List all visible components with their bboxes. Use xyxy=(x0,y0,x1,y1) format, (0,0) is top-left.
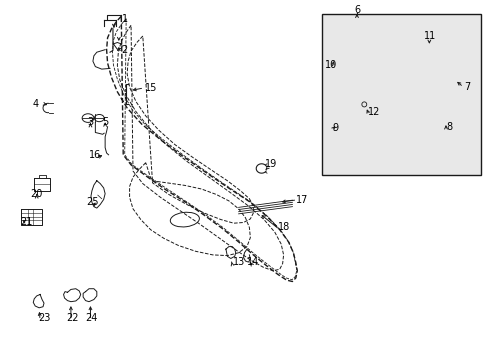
Text: 14: 14 xyxy=(246,257,259,267)
Text: 12: 12 xyxy=(367,107,380,117)
Text: 15: 15 xyxy=(145,83,158,93)
Text: 13: 13 xyxy=(232,257,244,267)
Text: 10: 10 xyxy=(325,60,337,70)
Text: 7: 7 xyxy=(463,82,469,92)
Text: 17: 17 xyxy=(295,195,308,205)
Text: 4: 4 xyxy=(32,99,38,109)
Text: 3: 3 xyxy=(87,117,93,127)
Text: 18: 18 xyxy=(277,222,289,232)
Text: 23: 23 xyxy=(38,312,50,323)
Text: 8: 8 xyxy=(446,122,452,132)
Text: 19: 19 xyxy=(264,159,277,169)
Text: 16: 16 xyxy=(89,150,102,160)
Text: 2: 2 xyxy=(122,45,127,55)
Text: 21: 21 xyxy=(20,217,33,228)
Text: 9: 9 xyxy=(331,123,337,133)
Text: 25: 25 xyxy=(86,197,99,207)
Text: 20: 20 xyxy=(30,189,43,199)
Text: 6: 6 xyxy=(353,5,359,15)
Text: 5: 5 xyxy=(102,117,108,127)
Text: 22: 22 xyxy=(66,312,79,323)
Text: 11: 11 xyxy=(423,31,436,41)
Bar xyxy=(321,14,480,175)
Text: 24: 24 xyxy=(85,312,98,323)
Text: 1: 1 xyxy=(122,14,127,24)
